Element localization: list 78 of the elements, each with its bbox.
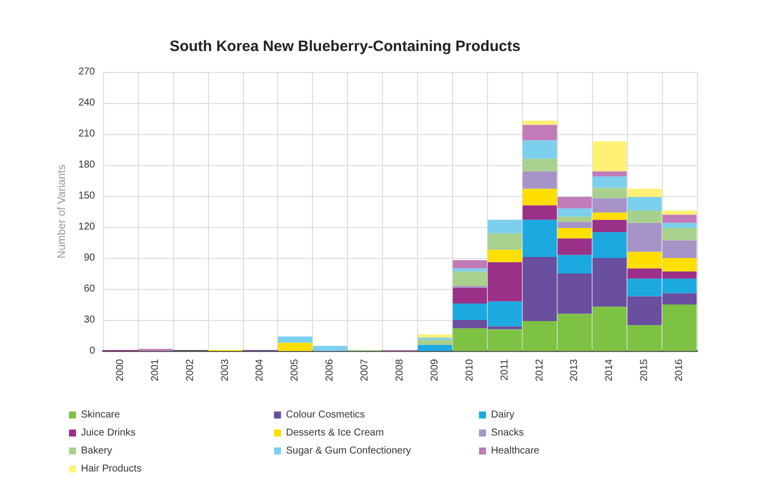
bar — [278, 342, 312, 351]
bar — [488, 220, 522, 234]
bar — [662, 222, 697, 228]
x-tick-label: 2000 — [114, 358, 126, 382]
bar — [627, 188, 662, 198]
bar — [662, 228, 697, 240]
bar — [452, 260, 488, 268]
legend-label: Juice Drinks — [81, 428, 136, 438]
x-tick-label: 2005 — [290, 358, 301, 382]
legend-label: Healthcare — [491, 446, 540, 456]
y-tick-label: 270 — [78, 66, 96, 78]
bar — [312, 346, 348, 351]
bar — [592, 212, 627, 220]
x-tick-label: 2003 — [220, 358, 231, 382]
bar — [488, 233, 522, 250]
bar — [278, 336, 312, 343]
bar — [522, 140, 557, 159]
y-tick-label: 150 — [78, 190, 96, 202]
bar — [418, 334, 452, 338]
x-tick-label: 2002 — [184, 358, 196, 382]
bar — [592, 188, 627, 198]
legend-label: Colour Cosmetics — [286, 410, 365, 420]
bar — [662, 210, 697, 215]
bar — [418, 344, 452, 351]
x-tick-label: 2006 — [324, 358, 336, 382]
legend-label: Hair Products — [81, 464, 142, 474]
bar — [522, 205, 557, 220]
bar — [558, 208, 592, 217]
y-tick-label: 60 — [84, 284, 96, 294]
bar — [558, 197, 592, 208]
legend-label: Snacks — [491, 428, 524, 438]
bar — [488, 250, 522, 262]
bar — [592, 198, 627, 213]
x-tick-label: 2014 — [604, 358, 616, 382]
bar — [452, 271, 488, 286]
x-tick-label: 2012 — [534, 358, 546, 382]
bar — [558, 238, 592, 255]
bar — [592, 141, 627, 172]
x-tick-label: 2015 — [639, 358, 650, 382]
x-tick-label: 2010 — [464, 358, 476, 382]
bar — [627, 210, 662, 223]
y-tick-label: 240 — [78, 98, 96, 108]
y-axis-title: Number of Variants — [56, 164, 68, 258]
legend-label: Desserts & Ice Cream — [286, 428, 384, 438]
x-tick-label: 2011 — [499, 358, 510, 381]
bar — [558, 228, 592, 238]
bar — [662, 214, 697, 223]
x-tick-label: 2007 — [360, 358, 371, 382]
y-tick-label: 180 — [78, 160, 96, 170]
legend-label: Bakery — [81, 446, 112, 456]
legend-label: Skincare — [81, 410, 120, 420]
x-tick-label: 2013 — [569, 358, 580, 382]
y-tick-label: 0 — [89, 346, 96, 356]
bar — [592, 220, 627, 232]
y-tick-label: 90 — [84, 252, 96, 264]
bar — [418, 340, 452, 345]
legend-label: Dairy — [491, 410, 514, 420]
x-tick-label: 2001 — [150, 358, 161, 382]
x-tick-label: 2008 — [394, 358, 406, 382]
bar — [522, 188, 557, 206]
bar — [522, 120, 557, 125]
bar — [522, 124, 557, 140]
chart-title: South Korea New Blueberry-Containing Products — [170, 38, 520, 55]
y-tick-label: 210 — [78, 128, 96, 140]
x-tick-label: 2004 — [254, 358, 266, 382]
bar — [592, 176, 627, 188]
bar — [522, 171, 557, 189]
y-tick-label: 120 — [78, 222, 96, 232]
x-tick-label: 2016 — [674, 358, 686, 382]
bar — [452, 268, 488, 272]
bar — [558, 222, 592, 228]
bar — [522, 158, 557, 172]
bar — [558, 216, 592, 222]
legend-label: Sugar & Gum Confectionery — [286, 446, 412, 456]
bar — [592, 171, 627, 176]
x-tick-label: 2009 — [429, 358, 440, 382]
y-tick-label: 30 — [84, 314, 96, 326]
bar — [627, 197, 662, 210]
